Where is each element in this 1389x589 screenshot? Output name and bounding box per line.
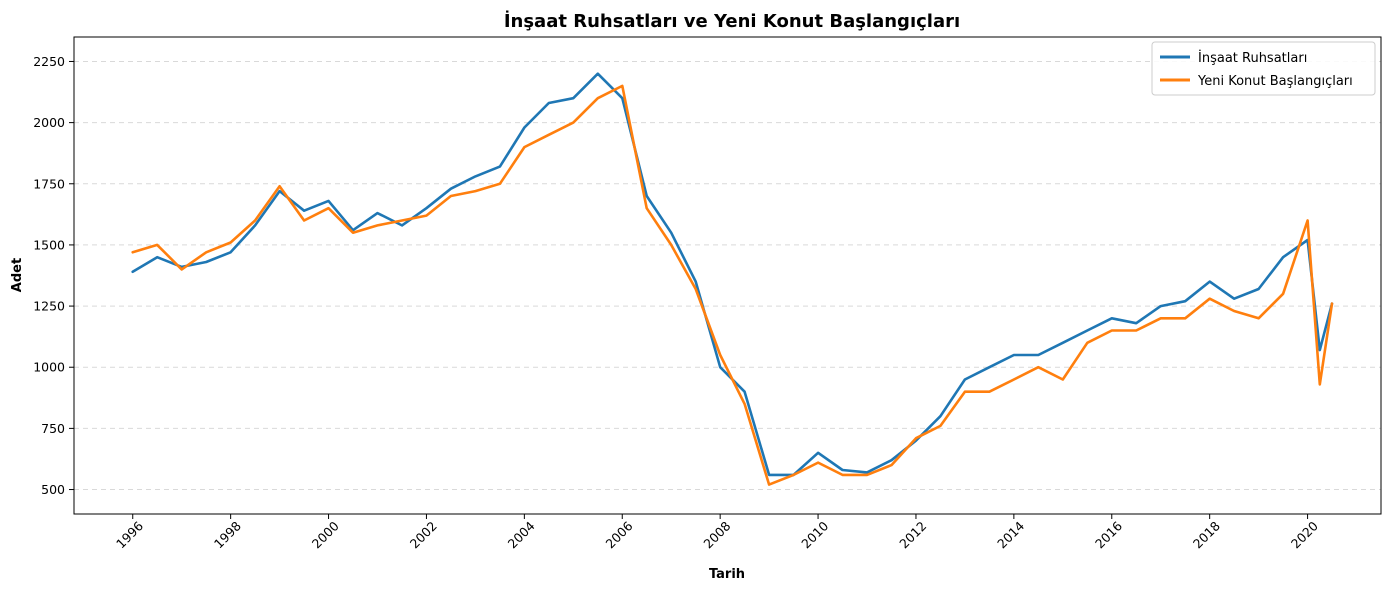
x-tick-label: 2020 bbox=[1288, 518, 1321, 551]
x-tick-label: 2010 bbox=[798, 518, 831, 551]
x-tick-label: 2000 bbox=[309, 518, 342, 551]
x-tick-label: 2006 bbox=[603, 518, 636, 551]
series-lines bbox=[131, 72, 1334, 486]
y-tick-label: 500 bbox=[41, 482, 65, 497]
y-tick-label: 2250 bbox=[33, 54, 65, 69]
x-tick-label: 2004 bbox=[505, 518, 538, 551]
x-tick-label: 2012 bbox=[896, 518, 929, 551]
x-tick-label: 2008 bbox=[700, 518, 733, 551]
grid-lines bbox=[74, 60, 1381, 491]
y-axis-ticks: 500 750 1000 1250 1500 1750 2000 2250 bbox=[33, 54, 74, 497]
legend-label-building-permits: İnşaat Ruhsatları bbox=[1198, 50, 1307, 66]
y-tick-label: 1750 bbox=[33, 176, 65, 191]
x-tick-label: 1996 bbox=[113, 518, 146, 551]
y-tick-label: 1000 bbox=[33, 360, 65, 375]
x-tick-label: 2002 bbox=[407, 518, 440, 551]
series-line-housing-starts bbox=[131, 84, 1334, 486]
y-axis-label: Adet bbox=[10, 258, 25, 292]
x-tick-label: 2016 bbox=[1092, 518, 1125, 551]
series-line-building-permits bbox=[131, 72, 1334, 477]
chart-title: İnşaat Ruhsatları ve Yeni Konut Başlangı… bbox=[504, 10, 960, 32]
x-tick-label: 2018 bbox=[1190, 518, 1223, 551]
y-tick-label: 750 bbox=[41, 421, 65, 436]
plot-frame bbox=[73, 36, 1382, 515]
legend-label-housing-starts: Yeni Konut Başlangıçları bbox=[1197, 74, 1353, 89]
x-axis-label: Tarih bbox=[709, 567, 745, 582]
x-axis-ticks: 1996 1998 2000 2002 2004 2006 2008 2010 2012 2014… bbox=[113, 514, 1321, 551]
legend-box bbox=[1151, 41, 1376, 96]
y-tick-label: 2000 bbox=[33, 115, 65, 130]
x-tick-label: 1998 bbox=[211, 518, 244, 551]
legend: İnşaat Ruhsatları Yeni Konut Başlangıçla… bbox=[1151, 41, 1376, 96]
y-tick-label: 1250 bbox=[33, 299, 65, 314]
y-tick-label: 1500 bbox=[33, 237, 65, 252]
x-tick-label: 2014 bbox=[994, 518, 1027, 551]
